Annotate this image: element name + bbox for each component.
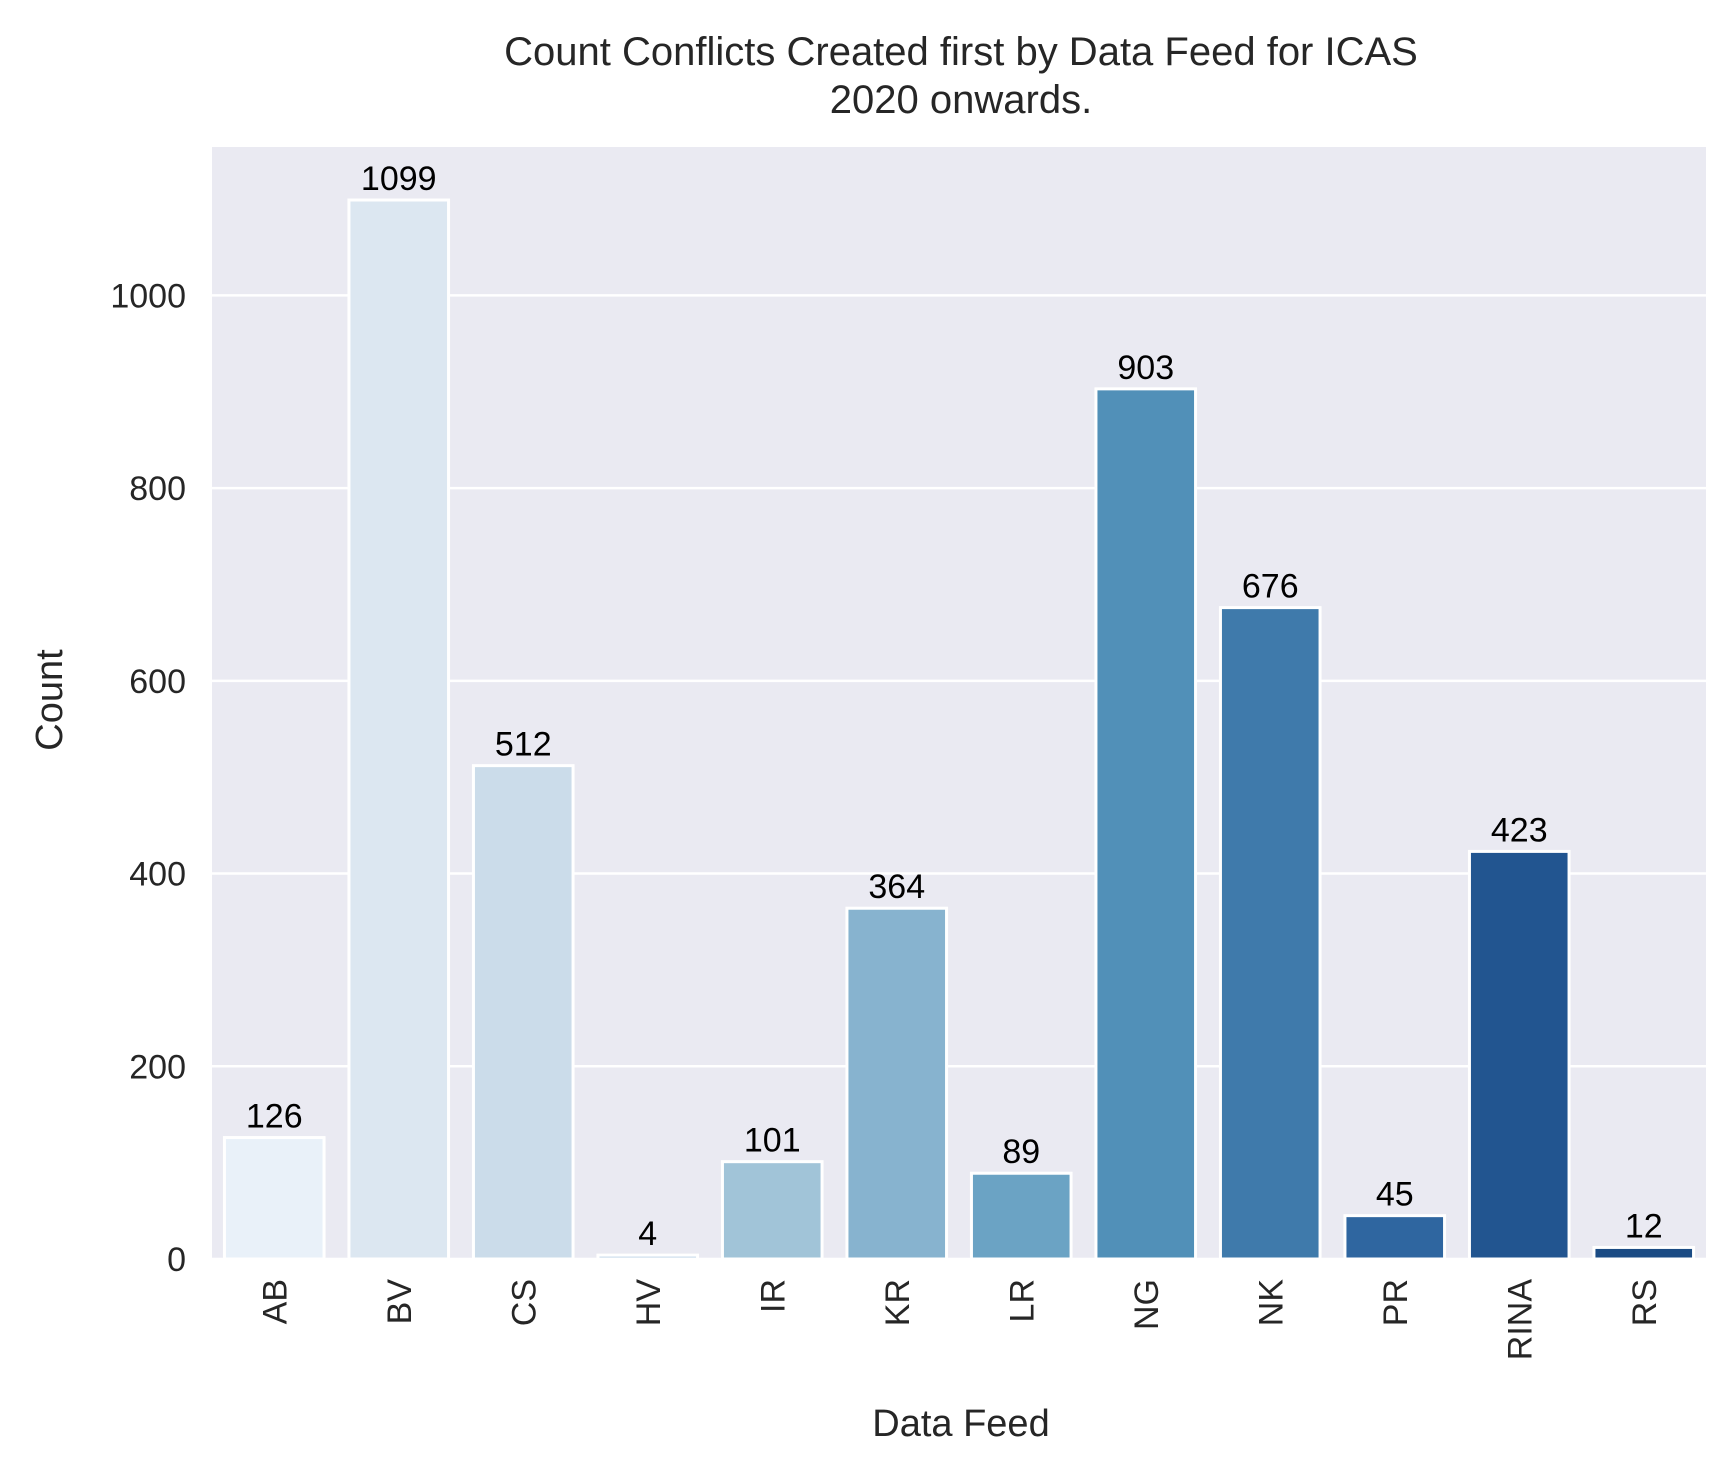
bar-kr xyxy=(845,906,949,1261)
x-axis-label: Data Feed xyxy=(872,1403,1049,1445)
data-label-hv: 4 xyxy=(638,1215,657,1253)
y-axis-label: Count xyxy=(29,649,71,751)
x-tick-label-cs: CS xyxy=(505,1279,543,1326)
grid-lines xyxy=(212,294,1706,1261)
data-label-ab: 126 xyxy=(246,1098,303,1136)
x-tick-label-pr: PR xyxy=(1377,1279,1415,1326)
y-tick-labels: 0 200 400 600 800 1000 xyxy=(110,277,186,1279)
y-tick-label: 600 xyxy=(129,663,186,701)
bar-pr xyxy=(1343,1214,1447,1261)
bar-ng xyxy=(1094,387,1198,1261)
data-label-rina: 423 xyxy=(1491,811,1548,849)
x-tick-label-hv: HV xyxy=(630,1279,668,1327)
bar-nk xyxy=(1218,606,1322,1261)
x-tick-label-lr: LR xyxy=(1003,1279,1041,1322)
bar-bv xyxy=(347,198,451,1261)
y-tick-label: 800 xyxy=(129,470,186,508)
chart-title-line-2: 2020 onwards. xyxy=(830,78,1092,122)
data-label-ir: 101 xyxy=(744,1122,801,1160)
bar-ab xyxy=(222,1136,326,1261)
x-tick-label-bv: BV xyxy=(381,1279,419,1325)
data-label-ng: 903 xyxy=(1117,349,1174,387)
y-tick-label: 0 xyxy=(167,1241,186,1279)
bar-hv xyxy=(596,1253,700,1261)
x-tick-label-nk: NK xyxy=(1252,1279,1290,1327)
bar-lr xyxy=(969,1171,1073,1261)
y-tick-label: 200 xyxy=(129,1048,186,1086)
data-label-cs: 512 xyxy=(495,726,552,764)
data-label-nk: 676 xyxy=(1242,568,1299,606)
data-label-pr: 45 xyxy=(1376,1176,1414,1214)
bar-cs xyxy=(471,764,575,1261)
data-labels: 126 1099 512 4 101 364 89 903 676 45 423 12 xyxy=(246,160,1663,1253)
chart-title-line-1: Count Conflicts Created first by Data Fe… xyxy=(504,30,1418,74)
bar-rs xyxy=(1592,1245,1696,1261)
x-tick-label-ir: IR xyxy=(754,1279,792,1313)
x-tick-label-ab: AB xyxy=(256,1279,294,1324)
x-tick-label-kr: KR xyxy=(879,1279,917,1326)
x-tick-label-rs: RS xyxy=(1626,1279,1664,1326)
plot-area xyxy=(212,147,1706,1259)
data-label-bv: 1099 xyxy=(361,160,437,198)
x-tick-label-ng: NG xyxy=(1128,1279,1166,1330)
data-label-rs: 12 xyxy=(1625,1207,1663,1245)
bar-ir xyxy=(720,1160,824,1261)
data-label-lr: 89 xyxy=(1002,1133,1040,1171)
y-tick-label: 400 xyxy=(129,856,186,894)
x-tick-label-rina: RINA xyxy=(1501,1279,1539,1361)
bars xyxy=(222,198,1696,1261)
data-label-kr: 364 xyxy=(868,868,925,906)
bar-rina xyxy=(1467,849,1571,1261)
y-tick-label: 1000 xyxy=(110,277,186,315)
x-tick-labels: AB BV CS HV IR KR LR NG NK PR RINA RS xyxy=(256,1279,1664,1361)
